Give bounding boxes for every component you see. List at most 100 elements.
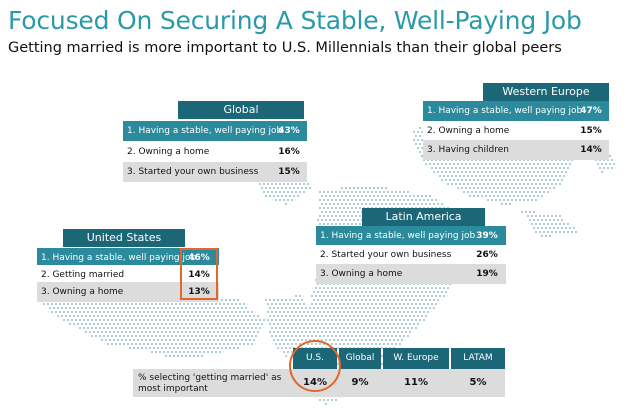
- map-dot: [192, 346, 196, 350]
- map-dot: [354, 206, 358, 210]
- map-dot: [368, 338, 372, 342]
- map-dot: [430, 198, 434, 202]
- map-dot: [200, 354, 204, 358]
- map-dot: [336, 298, 340, 302]
- map-dot: [524, 170, 528, 174]
- map-dot: [330, 286, 334, 290]
- map-dot: [140, 306, 144, 310]
- map-dot: [412, 202, 416, 206]
- map-dot: [282, 198, 286, 202]
- map-dot: [278, 182, 282, 186]
- map-dot: [520, 170, 524, 174]
- map-dot: [380, 186, 384, 190]
- map-dot: [148, 330, 152, 334]
- map-dot: [544, 226, 548, 230]
- map-dot: [420, 306, 424, 310]
- map-dot: [382, 190, 386, 194]
- map-dot: [238, 342, 242, 346]
- map-dot: [178, 350, 182, 354]
- map-dot: [168, 354, 172, 358]
- map-dot: [348, 202, 352, 206]
- map-dot: [524, 210, 528, 214]
- map-dot: [270, 326, 274, 330]
- map-dot: [542, 166, 546, 170]
- map-dot: [206, 326, 210, 330]
- map-dot: [98, 326, 102, 330]
- map-dot: [366, 190, 370, 194]
- map-dot: [136, 306, 140, 310]
- map-dot: [540, 162, 544, 166]
- map-dot: [184, 330, 188, 334]
- map-dot: [534, 198, 538, 202]
- map-dot: [390, 286, 394, 290]
- map-dot: [298, 326, 302, 330]
- map-dot: [402, 310, 406, 314]
- map-dot: [494, 190, 498, 194]
- map-dot: [366, 294, 370, 298]
- map-dot: [170, 302, 174, 306]
- map-dot: [446, 174, 450, 178]
- map-dot: [252, 314, 256, 318]
- map-dot: [260, 186, 264, 190]
- map-dot: [434, 198, 438, 202]
- map-dot: [108, 338, 112, 342]
- map-dot: [360, 330, 364, 334]
- row-value: 46%: [188, 253, 210, 263]
- map-dot: [412, 306, 416, 310]
- map-dot: [218, 310, 222, 314]
- map-dot: [488, 178, 492, 182]
- map-dot: [230, 342, 234, 346]
- map-dot: [362, 318, 366, 322]
- map-dot: [136, 330, 140, 334]
- map-dot: [394, 198, 398, 202]
- map-dot: [156, 306, 160, 310]
- map-dot: [308, 330, 312, 334]
- map-dot: [274, 190, 278, 194]
- map-dot: [110, 334, 114, 338]
- map-dot: [304, 186, 308, 190]
- map-dot: [358, 190, 362, 194]
- map-dot: [490, 190, 494, 194]
- map-dot: [468, 186, 472, 190]
- map-dot: [222, 334, 226, 338]
- map-dot: [530, 198, 534, 202]
- map-dot: [220, 346, 224, 350]
- map-dot: [200, 338, 204, 342]
- map-dot: [236, 330, 240, 334]
- map-dot: [382, 294, 386, 298]
- map-dot: [418, 126, 422, 130]
- map-dot: [302, 318, 306, 322]
- map-dot: [322, 190, 326, 194]
- map-dot: [164, 306, 168, 310]
- map-dot: [346, 198, 350, 202]
- map-dot: [534, 190, 538, 194]
- map-dot: [460, 178, 464, 182]
- map-dot: [540, 226, 544, 230]
- row-label: 1. Having a stable, well paying job: [41, 253, 197, 263]
- map-dot: [214, 326, 218, 330]
- map-dot: [180, 330, 184, 334]
- map-dot: [222, 326, 226, 330]
- map-dot: [304, 314, 308, 318]
- map-dot: [310, 302, 314, 306]
- map-dot: [546, 214, 550, 218]
- map-dot: [484, 170, 488, 174]
- map-dot: [202, 326, 206, 330]
- map-dot: [276, 314, 280, 318]
- map-dot: [408, 202, 412, 206]
- map-dot: [238, 334, 242, 338]
- map-dot: [442, 294, 446, 298]
- map-dot: [340, 202, 344, 206]
- map-dot: [538, 230, 542, 234]
- map-dot: [120, 338, 124, 342]
- map-dot: [540, 234, 544, 238]
- map-dot: [328, 194, 332, 198]
- map-dot: [182, 334, 186, 338]
- map-dot: [524, 186, 528, 190]
- map-dot: [414, 310, 418, 314]
- map-dot: [466, 166, 470, 170]
- map-dot: [322, 302, 326, 306]
- map-dot: [532, 194, 536, 198]
- map-dot: [194, 302, 198, 306]
- map-dot: [200, 314, 204, 318]
